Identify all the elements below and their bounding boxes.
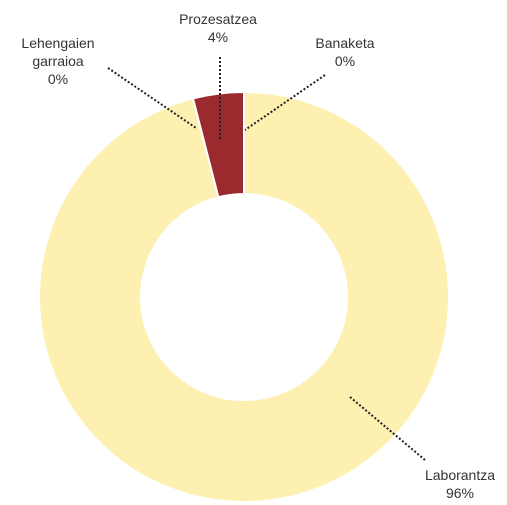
category-name: Prozesatzea: [179, 11, 257, 27]
leader-line: [107, 67, 197, 129]
category-name: Laborantza: [424, 467, 496, 483]
category-name: Banaketa: [315, 35, 375, 51]
value-label: 4%: [207, 29, 229, 45]
slice-label: Prozesatzea 4%: [163, 10, 273, 46]
value-label: 0%: [334, 53, 356, 69]
slice-label: Laborantza 96%: [405, 466, 507, 502]
value-label: 0%: [47, 71, 69, 87]
category-name: Lehengaien garraioa: [21, 35, 95, 69]
leader-line: [349, 396, 426, 461]
donut-slice: [38, 90, 450, 503]
leader-line: [244, 74, 326, 131]
slice-label: Lehengaien garraioa 0%: [8, 34, 108, 88]
slice-label: Banaketa 0%: [300, 34, 390, 70]
donut-slice: [191, 90, 245, 199]
value-label: 96%: [445, 485, 475, 501]
